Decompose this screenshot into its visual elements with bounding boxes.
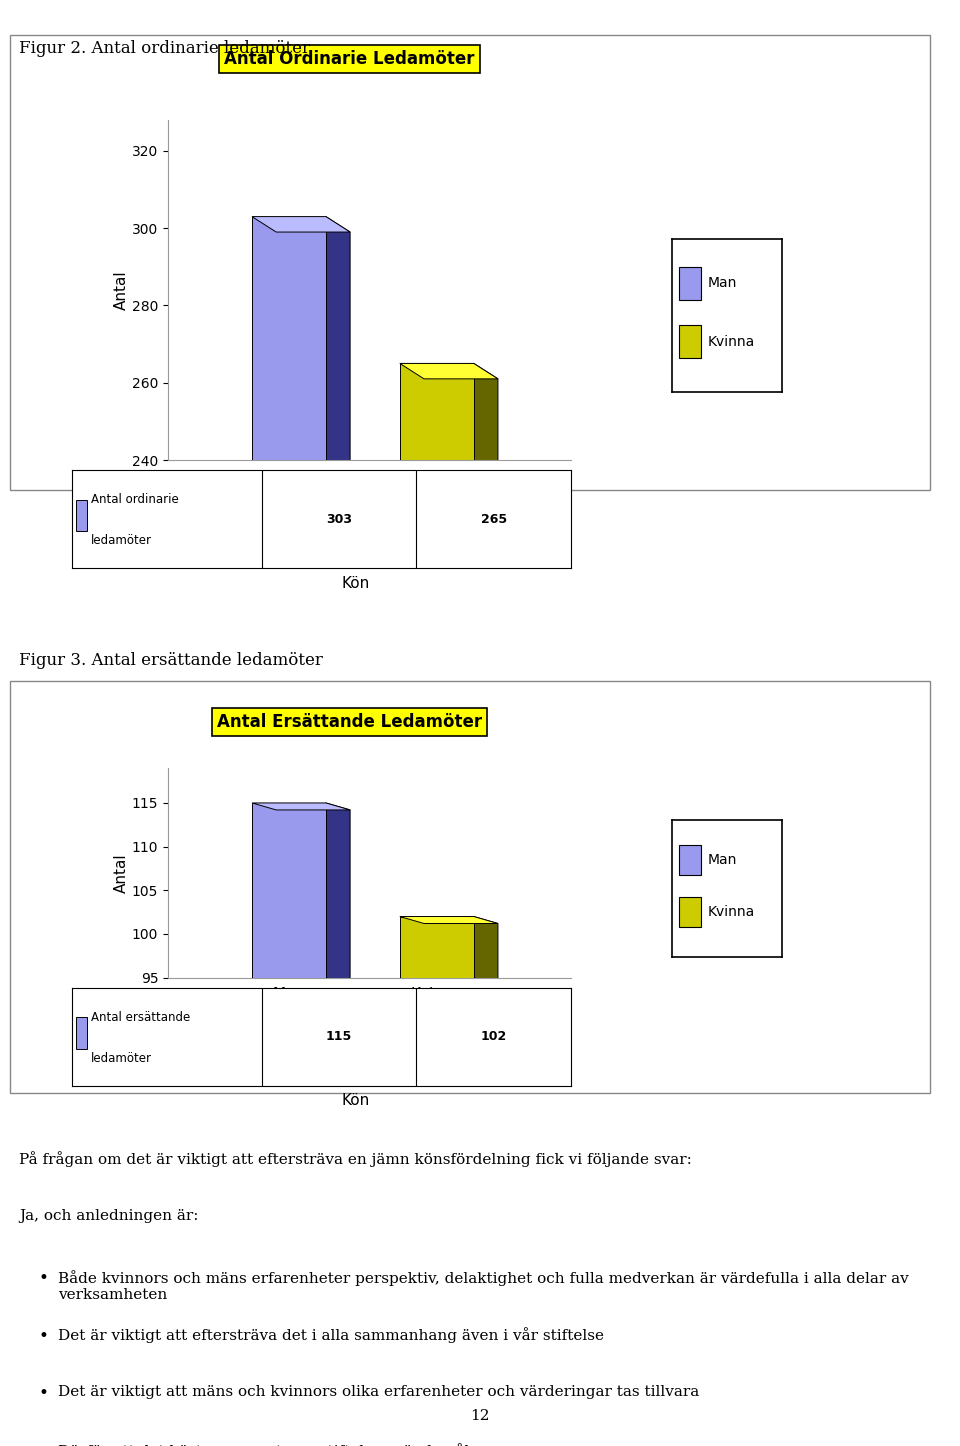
Bar bbox=[76, 500, 87, 531]
Text: 12: 12 bbox=[470, 1408, 490, 1423]
Polygon shape bbox=[325, 217, 350, 476]
Text: Det är viktigt att eftersträva det i alla sammanhang även i vår stiftelse: Det är viktigt att eftersträva det i all… bbox=[58, 1327, 604, 1343]
Polygon shape bbox=[252, 803, 325, 977]
Bar bbox=[679, 844, 701, 875]
Text: Man: Man bbox=[708, 853, 736, 868]
Y-axis label: Antal: Antal bbox=[114, 270, 130, 309]
Text: Man: Man bbox=[708, 276, 736, 291]
Bar bbox=[679, 266, 701, 301]
Text: •: • bbox=[38, 1270, 48, 1287]
Text: Kön: Kön bbox=[341, 576, 370, 590]
Text: Därför att det bäst representerar stiftelsens ändamål: Därför att det bäst representerar stifte… bbox=[58, 1443, 469, 1446]
Text: 115: 115 bbox=[326, 1031, 352, 1044]
Text: •: • bbox=[38, 1327, 48, 1345]
Y-axis label: Antal: Antal bbox=[114, 853, 129, 892]
Text: Antal ordinarie: Antal ordinarie bbox=[91, 493, 179, 506]
Text: Kvinna: Kvinna bbox=[708, 905, 755, 918]
Text: På frågan om det är viktigt att eftersträva en jämn könsfördelning fick vi följa: På frågan om det är viktigt att efterstr… bbox=[19, 1151, 692, 1167]
Text: Både kvinnors och mäns erfarenheter perspektiv, delaktighet och fulla medverkan : Både kvinnors och mäns erfarenheter pers… bbox=[58, 1270, 908, 1301]
Text: Antal ersättande: Antal ersättande bbox=[91, 1011, 190, 1024]
Polygon shape bbox=[252, 217, 350, 231]
Text: Antal Ersättande Ledamöter: Antal Ersättande Ledamöter bbox=[217, 713, 482, 730]
Bar bbox=[76, 1018, 87, 1048]
Text: Kvinna: Kvinna bbox=[708, 334, 755, 348]
Text: Figur 2. Antal ordinarie ledamöter: Figur 2. Antal ordinarie ledamöter bbox=[19, 40, 310, 58]
Text: •: • bbox=[38, 1443, 48, 1446]
Polygon shape bbox=[399, 363, 498, 379]
Text: ledamöter: ledamöter bbox=[91, 535, 152, 548]
Text: Det är viktigt att mäns och kvinnors olika erfarenheter och värderingar tas till: Det är viktigt att mäns och kvinnors oli… bbox=[58, 1385, 699, 1400]
Polygon shape bbox=[252, 803, 350, 810]
Text: Kön: Kön bbox=[341, 1093, 370, 1108]
Text: •: • bbox=[38, 1385, 48, 1403]
Text: 102: 102 bbox=[481, 1031, 507, 1044]
Polygon shape bbox=[399, 917, 498, 924]
Polygon shape bbox=[473, 363, 498, 476]
Polygon shape bbox=[473, 917, 498, 985]
Bar bbox=[679, 897, 701, 927]
Text: 303: 303 bbox=[326, 513, 352, 526]
Text: Antal Ordinarie Ledamöter: Antal Ordinarie Ledamöter bbox=[225, 49, 474, 68]
Text: ledamöter: ledamöter bbox=[91, 1053, 152, 1066]
Polygon shape bbox=[325, 803, 350, 985]
Text: 265: 265 bbox=[481, 513, 507, 526]
Polygon shape bbox=[252, 217, 325, 460]
Text: Figur 3. Antal ersättande ledamöter: Figur 3. Antal ersättande ledamöter bbox=[19, 652, 324, 669]
Text: Ja, och anledningen är:: Ja, och anledningen är: bbox=[19, 1209, 199, 1223]
Polygon shape bbox=[399, 363, 473, 460]
Bar bbox=[679, 325, 701, 359]
Polygon shape bbox=[399, 917, 473, 977]
